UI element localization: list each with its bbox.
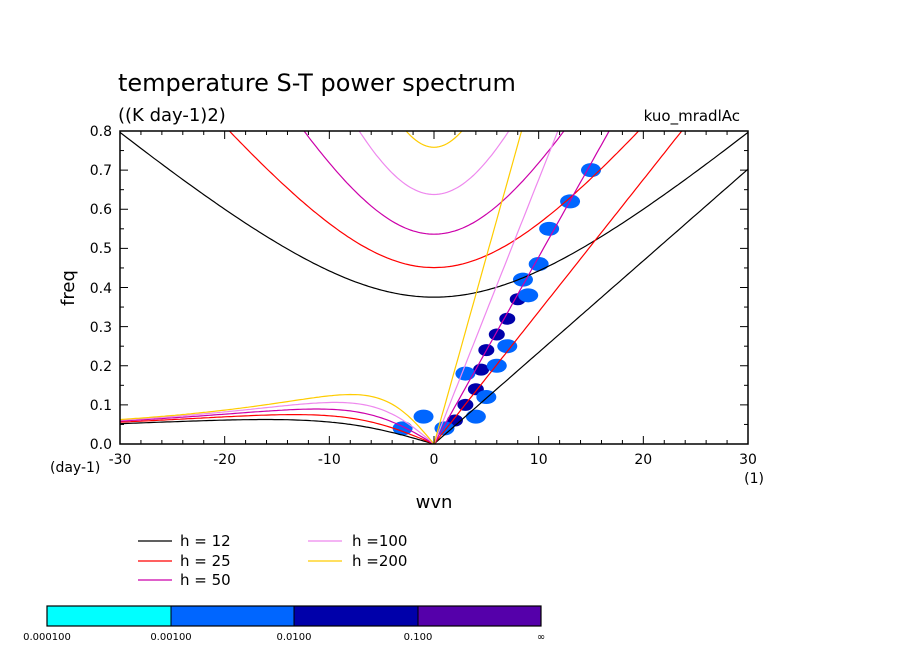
dispersion-curve-gravity-h200	[405, 131, 463, 148]
colorbar-bin	[171, 606, 294, 626]
dispersion-curve-gravity-h50	[303, 131, 565, 235]
legend-label-h12: h = 12	[180, 532, 231, 550]
dispersion-curve-rossby-h12	[120, 418, 435, 444]
dispersion-curve-rossby-h50	[120, 408, 435, 444]
power-region	[528, 257, 549, 272]
power-region	[465, 409, 486, 424]
power-region	[497, 339, 518, 354]
x-tick-label: -20	[213, 452, 236, 468]
dispersion-curve-rossby-h100	[120, 401, 435, 444]
dispersion-curve-layer	[120, 131, 748, 444]
power-region	[518, 288, 539, 303]
x-tick-label: -10	[318, 452, 341, 468]
dispersion-curve-gravity-h25	[228, 131, 640, 269]
power-shading-layer	[392, 163, 601, 436]
dispersion-curve-kelvin-h12	[433, 168, 748, 444]
power-region	[413, 409, 434, 424]
colorbar-bin	[47, 606, 171, 626]
y-tick-label: 0.8	[90, 124, 112, 140]
y-tick-label: 0.7	[90, 163, 112, 179]
x-unit-label: (1)	[744, 471, 764, 487]
y-unit-label: (day-1)	[50, 460, 100, 476]
dispersion-curve-kelvin-h50	[433, 131, 610, 444]
y-axis-title: freq	[58, 270, 79, 306]
power-region	[539, 221, 560, 236]
colorbar-bin	[418, 606, 541, 626]
power-region	[499, 312, 516, 325]
y-tick-label: 0.1	[90, 398, 112, 414]
y-tick-label: 0.3	[90, 320, 112, 336]
power-region	[486, 358, 507, 373]
colorbar: 0.000100 0.00100 0.0100 0.100 ∞	[23, 605, 545, 643]
dispersion-curve-rossby-h25	[120, 414, 435, 444]
dispersion-curve-rossby-h200	[120, 393, 435, 444]
dispersion-curve-kelvin-h25	[433, 131, 683, 444]
x-axis-title: wvn	[416, 492, 453, 513]
legend-label-h200: h =200	[352, 552, 407, 570]
y-tick-label: 0.6	[90, 202, 112, 218]
x-tick-label: 20	[634, 452, 652, 468]
axis-ticks	[119, 130, 749, 445]
colorbar-level-label: 0.000100	[23, 632, 71, 643]
colorbar-level-label: ∞	[537, 632, 545, 643]
dispersion-curve-kelvin-h100	[433, 131, 559, 444]
x-tick-label: -30	[109, 452, 132, 468]
colorbar-level-label: 0.0100	[277, 632, 312, 643]
chart-subtitle: ((K day-1)2)	[118, 105, 226, 126]
x-tick-label: 0	[430, 452, 439, 468]
curve-legend: h = 12 h = 25 h = 50 h =100 h =200	[138, 532, 407, 589]
dispersion-curve-gravity-h100	[358, 131, 510, 196]
y-tick-label: 0.2	[90, 359, 112, 375]
colorbar-bin	[294, 606, 418, 626]
power-region	[455, 366, 476, 381]
colorbar-level-label: 0.00100	[150, 632, 191, 643]
chart-title: temperature S-T power spectrum	[118, 69, 516, 97]
legend-label-h100: h =100	[352, 532, 407, 550]
plot-frame	[119, 130, 749, 445]
legend-label-h25: h = 25	[180, 552, 231, 570]
x-tick-labels: -30 -20 -10 0 10 20 30	[109, 452, 757, 468]
y-tick-labels: 0.0 0.1 0.2 0.3 0.4 0.5 0.6 0.7 0.8	[90, 124, 112, 453]
x-tick-label: 10	[530, 452, 548, 468]
legend-label-h50: h = 50	[180, 571, 231, 589]
power-region	[488, 328, 505, 341]
y-tick-label: 0.0	[90, 437, 112, 453]
dispersion-curve-kelvin-h200	[433, 131, 523, 444]
dispersion-curve-gravity-h12	[120, 131, 748, 298]
x-tick-label: 30	[739, 452, 757, 468]
colorbar-level-label: 0.100	[404, 632, 433, 643]
y-tick-label: 0.5	[90, 241, 112, 257]
run-label: kuo_mradlAc	[644, 107, 740, 126]
y-tick-label: 0.4	[90, 281, 112, 297]
